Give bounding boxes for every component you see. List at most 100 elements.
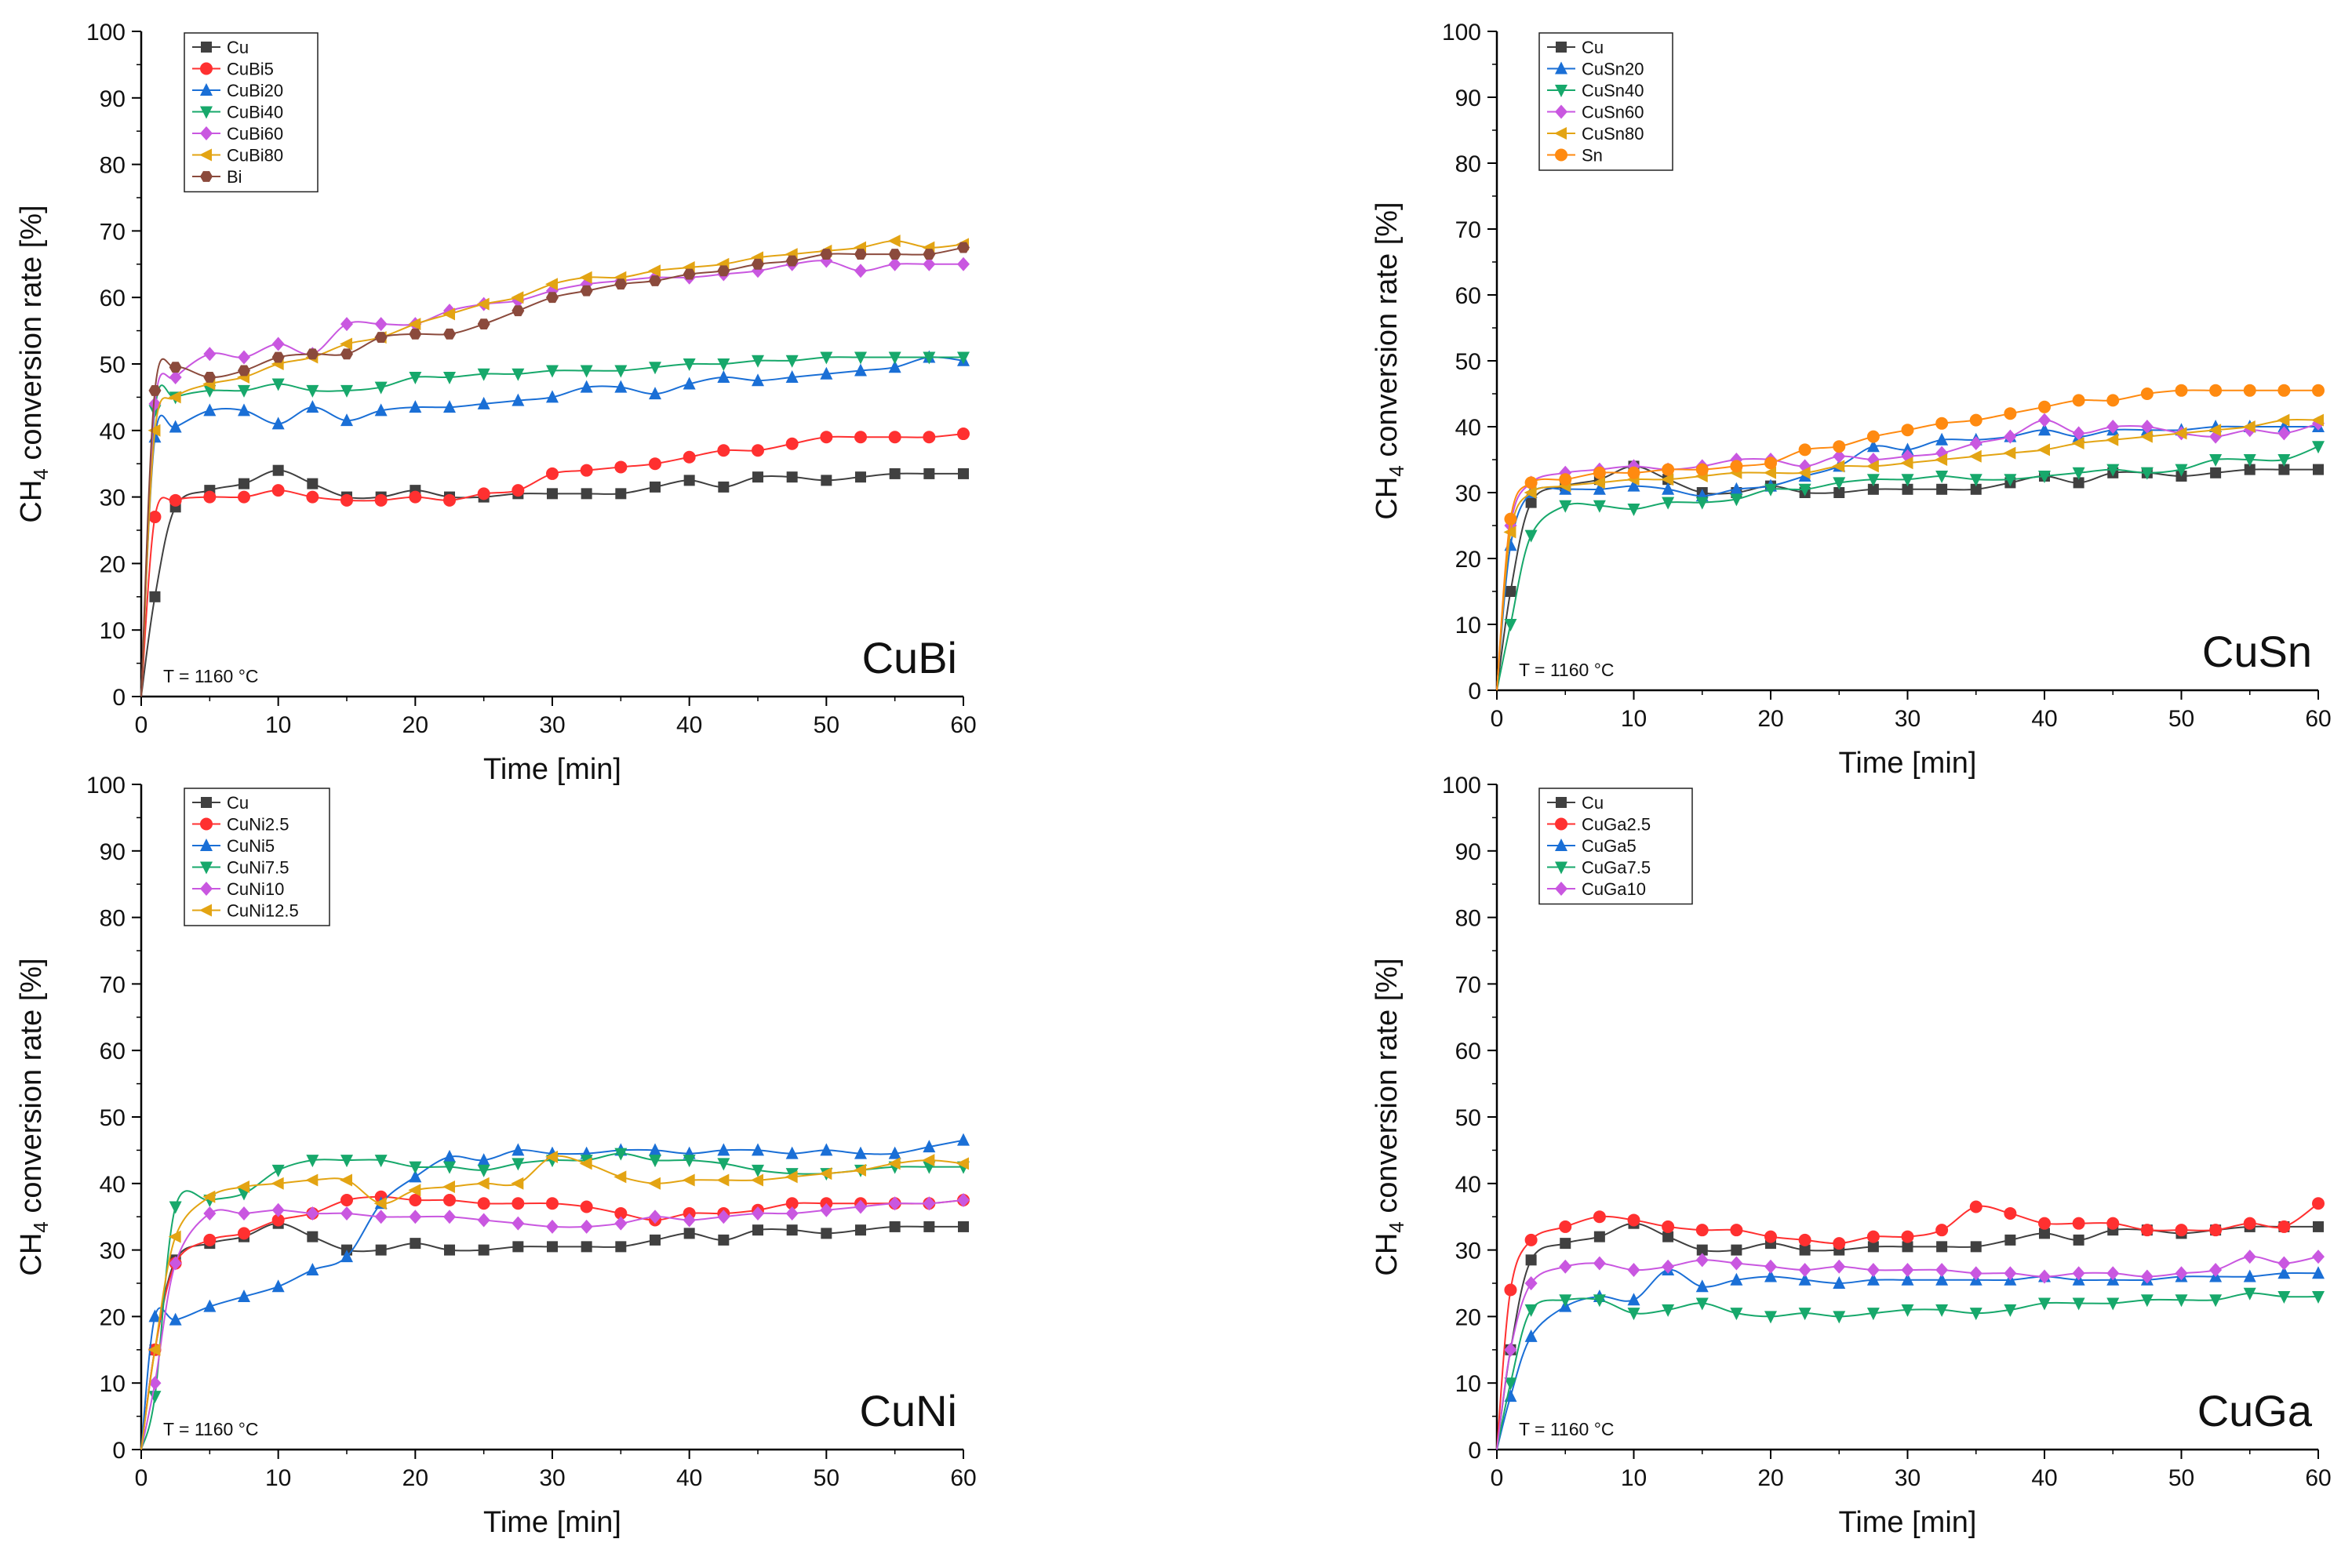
data-point <box>1627 1213 1640 1227</box>
data-point <box>409 1161 422 1174</box>
series-line <box>140 1222 963 1450</box>
series-cuni5 <box>140 1133 970 1450</box>
data-point <box>888 360 901 373</box>
data-point <box>614 460 628 474</box>
data-point <box>2038 471 2051 483</box>
y-tick-label: 60 <box>100 286 126 311</box>
data-point <box>751 1173 763 1187</box>
legend-label: CuNi10 <box>227 879 284 899</box>
data-point <box>649 1143 661 1156</box>
data-point <box>409 328 422 340</box>
data-point <box>1559 1294 1572 1308</box>
data-point <box>169 1256 182 1271</box>
data-point <box>340 1206 353 1221</box>
data-point <box>512 1158 525 1171</box>
legend-marker <box>1555 148 1567 162</box>
data-point <box>545 278 558 291</box>
y-axis-title-rest: conversion rate [%] <box>1371 958 1404 1221</box>
y-tick-label: 50 <box>100 1105 126 1131</box>
data-point <box>1866 1272 1880 1286</box>
legend-label: CuGa7.5 <box>1582 858 1651 878</box>
y-tick-label: 60 <box>100 1039 126 1064</box>
data-point <box>2209 384 2223 397</box>
data-point <box>1833 477 1846 490</box>
series-cuga7.5 <box>1496 1287 2325 1450</box>
data-point <box>1695 1297 1709 1311</box>
data-point <box>168 1230 181 1243</box>
data-point <box>1662 1220 1675 1233</box>
data-point <box>957 256 970 271</box>
data-point <box>546 390 559 403</box>
data-point <box>1902 483 1913 495</box>
x-tick-label: 30 <box>539 712 565 738</box>
data-point <box>271 1202 285 1217</box>
legend-label: CuGa5 <box>1582 836 1637 856</box>
data-point <box>1866 1263 1880 1278</box>
data-point <box>2277 1290 2291 1304</box>
legend-marker <box>201 42 212 53</box>
chart-panel-cuga: 0 10 20 30 40 50 60 70 80 90 100 0 10 20 30 40 50 60 Time … <box>1371 773 2332 1539</box>
data-point <box>752 258 764 270</box>
data-point <box>923 1140 936 1153</box>
series-cu <box>140 1217 969 1450</box>
panel-label: CuGa <box>2197 1386 2313 1435</box>
data-point <box>957 351 970 365</box>
x-tick-label: 40 <box>676 712 702 738</box>
data-point <box>1695 463 1709 476</box>
y-tick-label: 50 <box>100 352 126 378</box>
data-point <box>957 1193 970 1207</box>
data-point <box>408 318 421 331</box>
legend-label: Cu <box>227 793 249 813</box>
series-cuga10 <box>1496 1250 2325 1450</box>
x-tick-label: 40 <box>2031 1465 2057 1491</box>
data-point <box>340 1194 353 1206</box>
y-tick-label: 30 <box>100 486 126 511</box>
data-point <box>649 387 661 400</box>
data-point <box>238 1289 250 1302</box>
data-point <box>1936 483 1948 495</box>
data-point <box>477 396 490 409</box>
data-point <box>2073 477 2084 489</box>
data-point <box>614 1148 628 1161</box>
series-cusn40 <box>1496 441 2325 691</box>
data-point <box>1662 482 1675 495</box>
data-point <box>1559 1220 1572 1233</box>
data-point <box>238 403 250 417</box>
data-point <box>511 291 524 304</box>
data-point <box>1504 619 1517 631</box>
data-point <box>2313 464 2324 475</box>
data-point <box>1901 1263 1914 1278</box>
data-point <box>1901 1272 1914 1286</box>
data-point <box>1559 473 1572 486</box>
chart-panel-cubi: 0 10 20 30 40 50 60 70 80 90 100 0 10 20 30 40 50 60 Time … <box>15 20 977 786</box>
data-point <box>443 371 456 384</box>
data-point <box>1730 1256 1743 1271</box>
x-tick-label: 40 <box>676 1465 702 1491</box>
data-point <box>820 249 833 260</box>
data-point <box>512 484 525 497</box>
y-axis-title-subscript: 4 <box>1385 465 1408 476</box>
data-point <box>718 1234 730 1246</box>
data-point <box>340 493 353 507</box>
data-point <box>682 1173 695 1187</box>
chart-panel-cuni: 0 10 20 30 40 50 60 70 80 90 100 0 10 20 30 40 50 60 Time … <box>15 773 977 1539</box>
data-point <box>649 1210 661 1224</box>
data-point <box>785 437 799 450</box>
data-point <box>785 1146 799 1159</box>
data-point <box>169 1312 182 1326</box>
y-tick-label: 0 <box>112 1438 126 1464</box>
x-tick-label: 50 <box>2168 1465 2194 1491</box>
data-point <box>374 1155 388 1168</box>
data-point <box>2243 454 2256 467</box>
data-point <box>580 1200 593 1213</box>
data-point <box>443 1210 456 1224</box>
data-point <box>649 275 661 286</box>
data-point <box>1901 1230 1914 1243</box>
data-point <box>1559 1259 1572 1274</box>
data-point <box>340 337 352 351</box>
y-tick-label: 80 <box>1455 151 1481 177</box>
data-point <box>169 420 182 433</box>
legend-marker <box>200 861 213 875</box>
y-tick-label: 0 <box>1468 1438 1481 1464</box>
data-point <box>1592 476 1605 489</box>
